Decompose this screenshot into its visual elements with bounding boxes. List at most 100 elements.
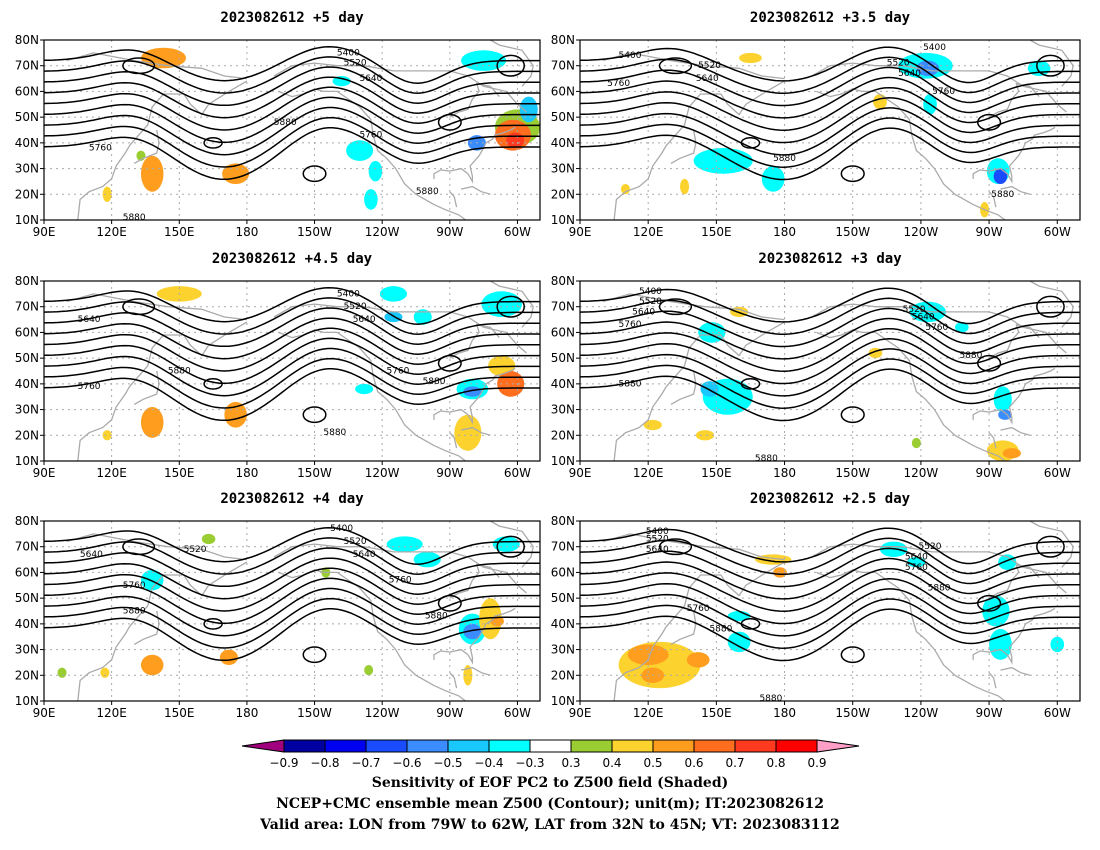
colorbar-swatch (324, 739, 367, 753)
y-tick-label: 60N (15, 325, 39, 339)
contour-label: 5520 (903, 305, 926, 315)
x-tick-label: 150E (701, 466, 732, 480)
y-tick-label: 50N (551, 110, 575, 124)
coastline (811, 303, 1067, 354)
caption-line-1: Sensitivity of EOF PC2 to Z500 field (Sh… (371, 775, 729, 791)
x-tick-label: 90E (569, 466, 592, 480)
z500-closed-contour (840, 406, 865, 424)
contour-label: 5880 (991, 190, 1014, 200)
colorbar-swatch (652, 739, 695, 753)
z500-closed-contour (1036, 295, 1065, 318)
coastline (460, 666, 491, 676)
contour-label: 5760 (687, 604, 710, 614)
map-panel-3: 5400 5520 5640 5640 5880 5760 5880 5760 5880 2023… (15, 251, 541, 480)
z500-contour (580, 297, 1080, 335)
colorbar-tick-label: −0.6 (392, 756, 421, 770)
z500-closed-contour (437, 113, 462, 131)
panel-title: 2023082612 +2.5 day (750, 491, 911, 507)
x-tick-label: 90E (569, 225, 592, 239)
z500-contour (44, 587, 540, 637)
sensitivity-shade (463, 623, 482, 640)
x-tick-label: 120E (633, 225, 664, 239)
colorbar-swatch (283, 739, 326, 753)
y-tick-label: 40N (551, 136, 575, 150)
contour-label: 5640 (359, 74, 382, 84)
coastline (278, 569, 466, 701)
y-tick-label: 10N (551, 454, 575, 468)
y-tick-label: 80N (15, 274, 39, 288)
y-tick-label: 60N (551, 325, 575, 339)
sensitivity-shade (355, 383, 374, 395)
z500-contour (580, 317, 1080, 360)
contour-label: 5760 (89, 144, 112, 154)
y-tick-label: 30N (551, 643, 575, 657)
caption-line-3: Valid area: LON from 79W to 62W, LAT fro… (260, 817, 840, 833)
x-tick-label: 180 (235, 225, 258, 239)
coastline (613, 80, 785, 220)
z500-closed-contour (496, 535, 525, 558)
map-frame (43, 280, 541, 462)
contour-label: 5760 (932, 87, 955, 97)
y-tick-label: 30N (551, 403, 575, 417)
colorbar-tick-label: −0.7 (351, 756, 380, 770)
contour-label: 5640 (898, 69, 921, 79)
x-tick-label: 150W (297, 706, 332, 720)
x-tick-label: 150E (701, 225, 732, 239)
colorbar-swatch (611, 739, 654, 753)
z500-closed-contour (840, 646, 865, 664)
z500-closed-contour (437, 594, 462, 612)
z500-closed-contour (496, 295, 525, 318)
y-tick-label: 50N (15, 591, 39, 605)
colorbar-swatch (365, 739, 408, 753)
z500-closed-contour (658, 538, 693, 556)
z500-contour (580, 327, 1080, 372)
x-tick-label: 180 (773, 466, 796, 480)
contour-label: 5880 (619, 379, 642, 389)
x-tick-label: 120W (904, 225, 939, 239)
coastline (988, 432, 997, 449)
map-panel-5: 5400 5520 5640 5520 5640 5760 5760 5880 5880 2023… (15, 491, 541, 720)
colorbar-tick-label: 0.7 (725, 756, 744, 770)
x-tick-label: 60W (504, 225, 531, 239)
y-tick-label: 80N (551, 33, 575, 47)
coastline (449, 191, 458, 208)
sensitivity-shade (463, 386, 482, 397)
sensitivity-shade (454, 414, 482, 451)
z500-contour (44, 307, 540, 348)
coastline (816, 329, 1006, 461)
y-tick-label: 10N (15, 454, 39, 468)
z500-contour (580, 588, 1080, 637)
z500-contour (580, 287, 1080, 325)
y-tick-label: 20N (15, 187, 39, 201)
x-tick-label: 120E (96, 225, 127, 239)
sensitivity-shade (140, 569, 164, 591)
y-tick-label: 30N (551, 162, 575, 176)
contour-label: 5640 (912, 313, 935, 323)
sensitivity-shade (364, 665, 374, 676)
z500-closed-contour (122, 298, 156, 316)
contour-label: 5880 (759, 694, 782, 704)
z500-contour (44, 557, 540, 600)
sensitivity-shade (916, 60, 940, 76)
contour-label: 5760 (389, 576, 412, 586)
y-tick-label: 40N (15, 617, 39, 631)
x-tick-label: 60W (504, 466, 531, 480)
z500-closed-contour (122, 538, 156, 556)
sensitivity-shade (379, 286, 407, 302)
coastline (1029, 281, 1074, 328)
contour-label: 5760 (607, 79, 630, 89)
y-tick-label: 20N (15, 668, 39, 682)
y-tick-label: 60N (551, 565, 575, 579)
sensitivity-shade (911, 437, 921, 449)
x-tick-label: 60W (504, 706, 531, 720)
z500-contour (580, 527, 1080, 565)
z500-contour (580, 76, 1080, 119)
y-tick-label: 70N (15, 300, 39, 314)
z500-closed-contour (437, 354, 462, 372)
panel-title: 2023082612 +3 day (758, 251, 902, 267)
colorbar-tick-label: −0.3 (515, 756, 544, 770)
coastline (490, 521, 534, 568)
contour-label: 5880 (755, 454, 778, 464)
y-tick-label: 40N (15, 136, 39, 150)
x-tick-label: 90E (33, 466, 56, 480)
